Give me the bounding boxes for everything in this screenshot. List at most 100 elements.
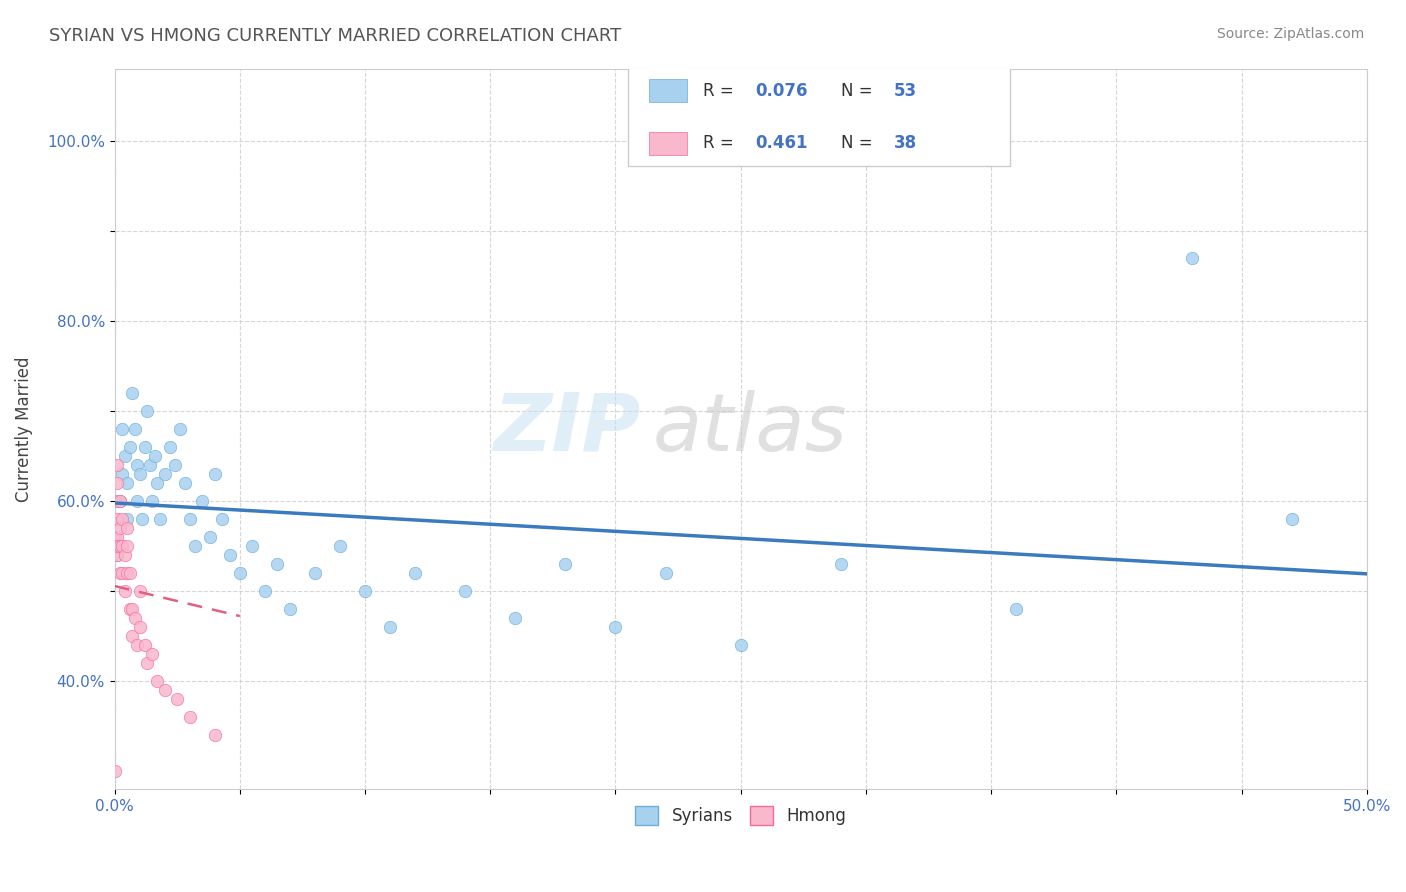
Point — [104, 530, 127, 544]
Point — [204, 728, 226, 742]
Text: 53: 53 — [893, 82, 917, 100]
Point — [218, 548, 240, 562]
Point — [128, 467, 150, 481]
Point — [108, 539, 131, 553]
FancyBboxPatch shape — [628, 47, 1010, 166]
Text: R =: R = — [703, 135, 740, 153]
Point — [136, 656, 159, 670]
Point — [169, 422, 191, 436]
Point — [454, 584, 477, 599]
Point — [108, 566, 131, 580]
Point — [108, 494, 131, 508]
Point — [146, 475, 169, 490]
Point — [1281, 512, 1303, 526]
Point — [115, 521, 138, 535]
Y-axis label: Currently Married: Currently Married — [15, 356, 32, 501]
Text: N =: N = — [841, 82, 877, 100]
Point — [198, 530, 221, 544]
Point — [304, 566, 326, 580]
Point — [153, 683, 176, 698]
Point — [121, 385, 143, 400]
Point — [105, 548, 128, 562]
Text: SYRIAN VS HMONG CURRENTLY MARRIED CORRELATION CHART: SYRIAN VS HMONG CURRENTLY MARRIED CORREL… — [49, 27, 621, 45]
Point — [111, 512, 134, 526]
Text: Source: ZipAtlas.com: Source: ZipAtlas.com — [1216, 27, 1364, 41]
Point — [115, 512, 138, 526]
Point — [111, 539, 134, 553]
Point — [179, 512, 201, 526]
Point — [1005, 602, 1028, 616]
Point — [111, 422, 134, 436]
Point — [121, 629, 143, 643]
Point — [128, 620, 150, 634]
Point — [121, 602, 143, 616]
Point — [114, 584, 136, 599]
Point — [179, 710, 201, 724]
Point — [115, 566, 138, 580]
Point — [191, 494, 214, 508]
Point — [505, 611, 527, 625]
Point — [605, 620, 627, 634]
Point — [159, 440, 181, 454]
Point — [108, 521, 131, 535]
Point — [124, 611, 146, 625]
Text: 0.461: 0.461 — [756, 135, 808, 153]
Point — [105, 475, 128, 490]
Text: N =: N = — [841, 135, 877, 153]
Point — [108, 494, 131, 508]
Point — [354, 584, 377, 599]
Point — [166, 692, 188, 706]
Point — [128, 584, 150, 599]
Point — [253, 584, 276, 599]
Point — [115, 475, 138, 490]
Point — [329, 539, 352, 553]
Point — [105, 539, 128, 553]
Bar — [650, 79, 688, 103]
Point — [127, 638, 149, 652]
Text: atlas: atlas — [652, 390, 848, 468]
Point — [149, 512, 172, 526]
Point — [111, 467, 134, 481]
Text: ZIP: ZIP — [494, 390, 641, 468]
Text: 0.076: 0.076 — [756, 82, 808, 100]
Point — [141, 494, 163, 508]
Point — [114, 449, 136, 463]
Point — [554, 557, 576, 571]
Point — [124, 422, 146, 436]
Point — [278, 602, 301, 616]
Bar — [650, 132, 688, 155]
Point — [830, 557, 852, 571]
Point — [404, 566, 426, 580]
Point — [134, 638, 156, 652]
Point — [105, 512, 128, 526]
Point — [114, 548, 136, 562]
Text: R =: R = — [703, 82, 740, 100]
Point — [131, 512, 153, 526]
Point — [378, 620, 401, 634]
Point — [105, 530, 128, 544]
Point — [115, 539, 138, 553]
Point — [1281, 827, 1303, 841]
Point — [153, 467, 176, 481]
Point — [105, 458, 128, 472]
Point — [266, 557, 288, 571]
Point — [105, 548, 128, 562]
Point — [1180, 251, 1202, 265]
Point — [163, 458, 186, 472]
Point — [127, 458, 149, 472]
Point — [211, 512, 233, 526]
Point — [143, 449, 166, 463]
Point — [730, 638, 752, 652]
Point — [654, 566, 676, 580]
Point — [184, 539, 207, 553]
Point — [118, 566, 141, 580]
Text: 38: 38 — [893, 135, 917, 153]
Point — [118, 440, 141, 454]
Point — [204, 467, 226, 481]
Point — [104, 764, 127, 779]
Point — [104, 494, 127, 508]
Point — [118, 602, 141, 616]
Point — [138, 458, 160, 472]
Point — [111, 566, 134, 580]
Point — [141, 647, 163, 661]
